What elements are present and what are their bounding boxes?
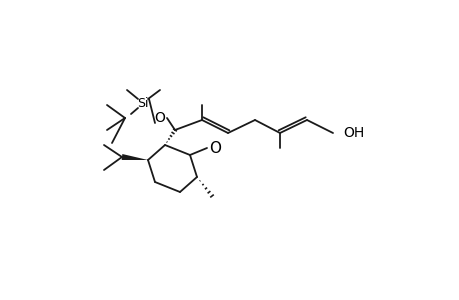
Polygon shape xyxy=(121,154,148,160)
Text: Si: Si xyxy=(137,97,148,110)
Text: OH: OH xyxy=(342,126,364,140)
Text: O: O xyxy=(208,140,220,155)
Text: O: O xyxy=(154,111,165,125)
